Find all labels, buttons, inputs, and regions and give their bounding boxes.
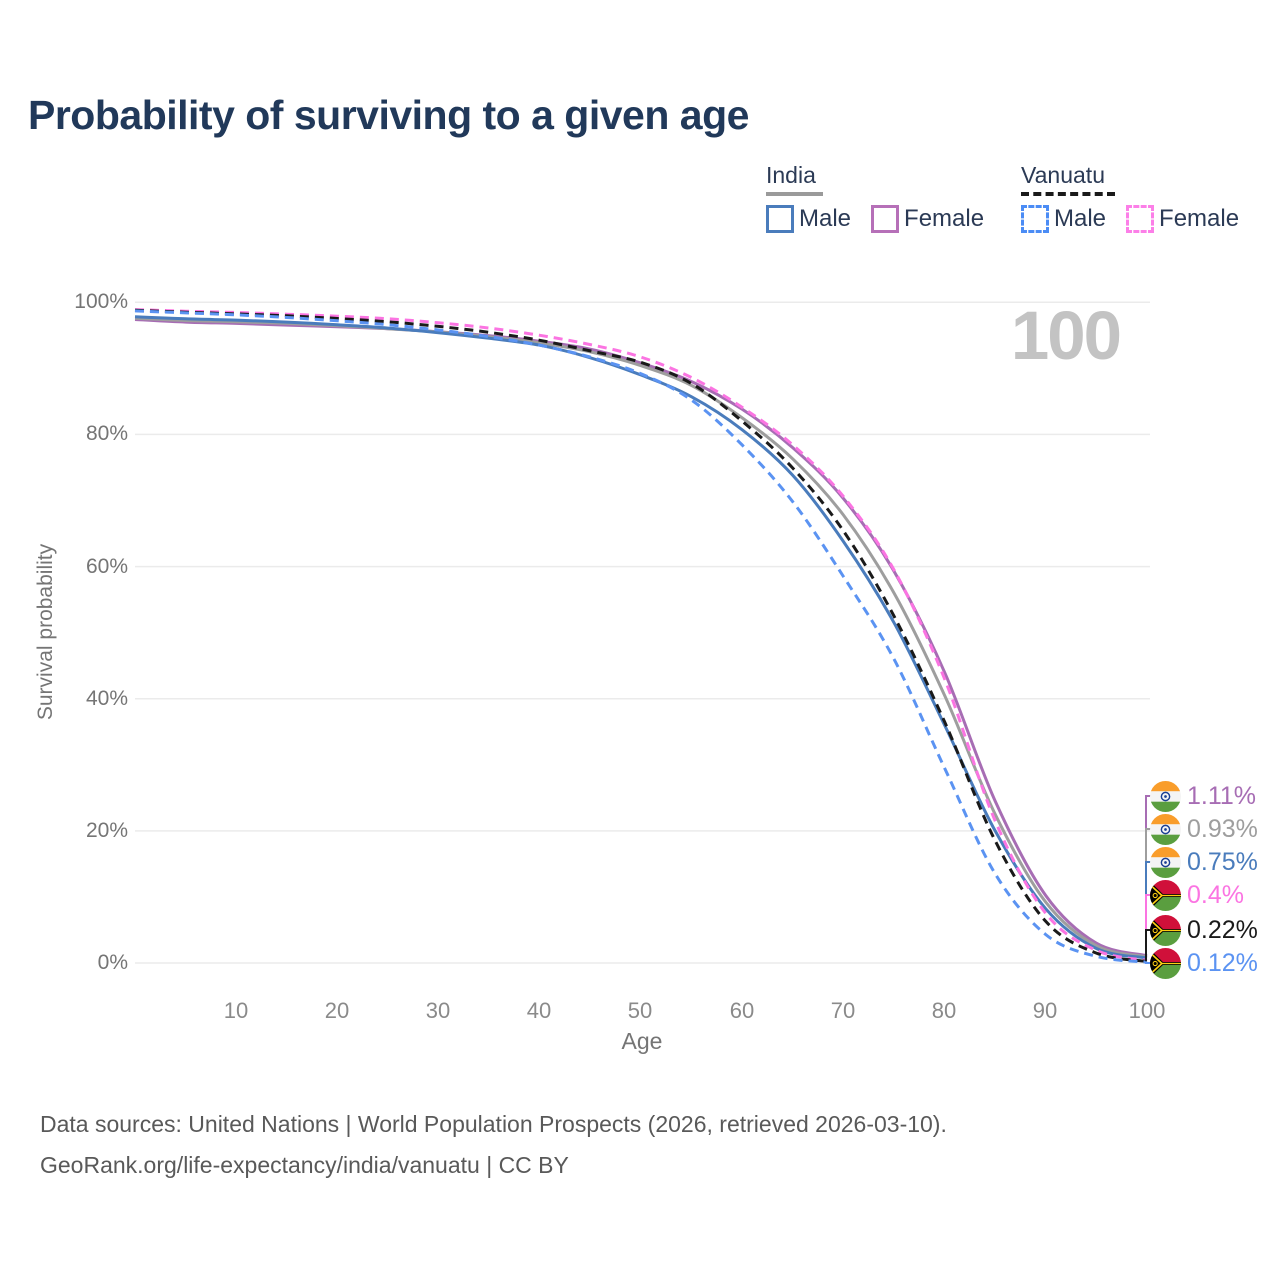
source-attribution: Data sources: United Nations | World Pop… <box>40 1104 947 1186</box>
vanuatu-flag-icon <box>1150 948 1181 979</box>
x-axis-title: Age <box>621 1028 663 1054</box>
end-value-india-female: 1.11% <box>1187 781 1257 810</box>
end-value-vanuatu-male: 0.12% <box>1187 948 1258 977</box>
end-label-vanuatu-female: 0.4% <box>1150 879 1244 911</box>
legend-group-india: India Male Female <box>766 162 1004 233</box>
y-tick-80: 80% <box>85 422 128 445</box>
legend-label-india-male[interactable]: Male <box>799 205 852 232</box>
y-tick-100: 100% <box>74 290 128 313</box>
end-value-india-both-sexes: 0.93% <box>1187 814 1258 843</box>
legend-swatch-india-female[interactable] <box>871 205 900 233</box>
end-label-vanuatu-both-sexes: 0.22% <box>1150 914 1258 946</box>
india-flag-icon <box>1150 847 1181 878</box>
end-value-vanuatu-both-sexes: 0.22% <box>1187 915 1258 944</box>
y-tick-0: 0% <box>97 951 128 974</box>
end-value-india-male: 0.75% <box>1187 847 1258 876</box>
legend-swatch-vanuatu-male[interactable] <box>1021 205 1049 233</box>
end-label-india-both-sexes: 0.93% <box>1150 813 1258 845</box>
series-line-vanuatu-female <box>134 308 1148 962</box>
end-label-leader-lines <box>1145 795 1151 964</box>
series-line-india-both-sexes <box>134 316 1148 959</box>
leader-line-vanuatu-male <box>1145 961 1151 964</box>
y-tick-40: 40% <box>85 687 128 710</box>
vanuatu-flag-icon <box>1150 880 1181 911</box>
page-title: Probability of surviving to a given age <box>28 92 749 138</box>
y-tick-20: 20% <box>85 819 128 842</box>
x-tick-20: 20 <box>324 998 350 1023</box>
end-label-vanuatu-male: 0.12% <box>1150 947 1258 979</box>
legend-label-vanuatu-female[interactable]: Female <box>1159 205 1240 232</box>
end-label-india-female: 1.11% <box>1150 780 1256 812</box>
legend-swatch-vanuatu-female[interactable] <box>1126 205 1155 233</box>
y-tick-60: 60% <box>85 555 128 578</box>
x-tick-10: 10 <box>223 998 249 1023</box>
x-tick-100: 100 <box>1128 998 1166 1023</box>
x-tick-50: 50 <box>627 998 653 1023</box>
x-tick-90: 90 <box>1032 998 1058 1023</box>
data-sources-line: Data sources: United Nations | World Pop… <box>40 1111 947 1137</box>
legend-vanuatu-line-sample <box>1021 192 1115 196</box>
series-line-india-male <box>134 315 1148 960</box>
legend-country-vanuatu: Vanuatu <box>1021 162 1105 188</box>
legend-india-line-sample <box>766 192 823 196</box>
legend-label-vanuatu-male[interactable]: Male <box>1054 205 1107 232</box>
legend-label-india-female[interactable]: Female <box>904 205 985 232</box>
x-tick-30: 30 <box>425 998 451 1023</box>
series-line-vanuatu-male <box>134 309 1148 964</box>
x-tick-80: 80 <box>931 998 957 1023</box>
legend-country-india: India <box>766 162 816 188</box>
legend-swatch-india-male[interactable] <box>766 205 794 233</box>
x-tick-60: 60 <box>729 998 755 1023</box>
age-watermark: 100 <box>1010 297 1122 374</box>
x-tick-40: 40 <box>526 998 552 1023</box>
series-line-vanuatu-both-sexes <box>134 308 1148 963</box>
india-flag-icon <box>1150 781 1181 812</box>
end-label-india-male: 0.75% <box>1150 846 1258 878</box>
vanuatu-flag-icon <box>1150 915 1181 946</box>
gridlines <box>135 301 1150 964</box>
license-line: GeoRank.org/life-expectancy/india/vanuat… <box>40 1152 569 1178</box>
legend-group-vanuatu: Vanuatu Male Female <box>1021 162 1259 233</box>
india-flag-icon <box>1150 814 1181 845</box>
end-value-vanuatu-female: 0.4% <box>1187 880 1244 909</box>
series-line-india-female <box>134 318 1148 958</box>
x-tick-70: 70 <box>830 998 856 1023</box>
